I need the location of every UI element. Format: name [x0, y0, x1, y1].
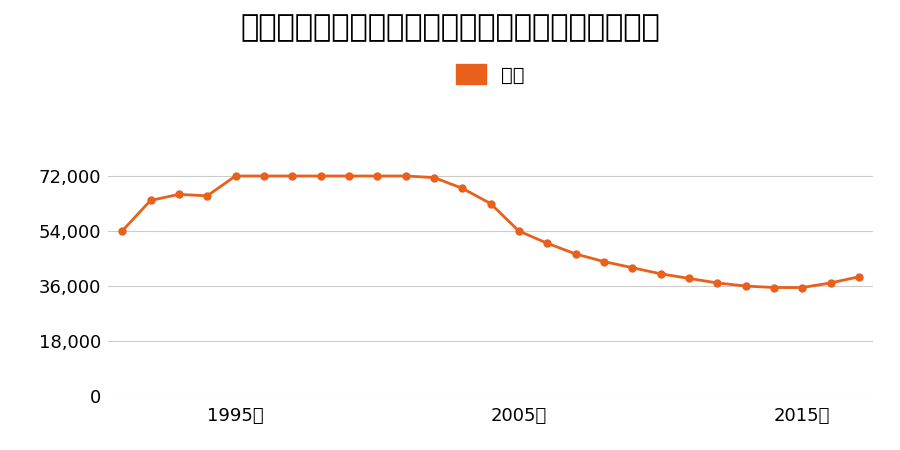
- Text: 宮城県仙台市泉区北中山２丁目１５番５の地価推移: 宮城県仙台市泉区北中山２丁目１５番５の地価推移: [240, 14, 660, 42]
- Legend: 価格: 価格: [456, 64, 525, 85]
